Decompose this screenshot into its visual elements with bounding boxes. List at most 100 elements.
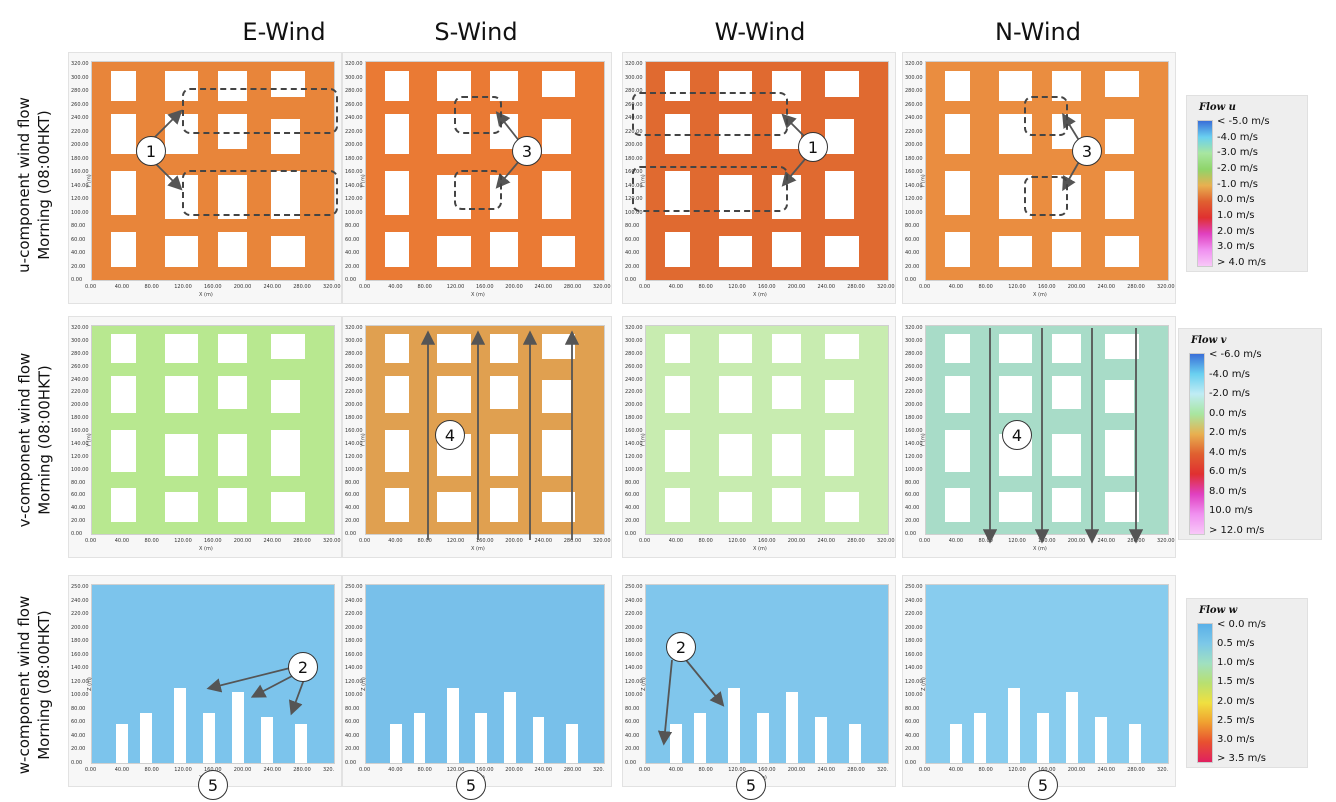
row-label-line2: Morning (08:00HKT) [35,610,53,760]
y-tick-label: 40.00 [905,250,920,256]
y-axis-label: Y (m) [86,433,93,447]
x-tick-label: 40.00 [388,767,403,773]
legend-label: 8.0 m/s [1209,485,1247,497]
y-tick-label: 100.00 [625,209,643,216]
annotation-marker: 4 [1002,420,1032,450]
legend-label: 4.0 m/s [1209,446,1247,458]
panel-v-n-wind: 0.00 40.00 80.00 120.00 160.00 200.00 240.00 28… [902,316,1176,558]
legend-label: 2.0 m/s [1209,427,1247,439]
building-block [542,171,571,219]
building-block [825,492,859,522]
y-tick-label: 100.00 [905,466,923,473]
x-tick-label: 240.00 [263,538,282,544]
x-tick-label: 200.00 [787,538,806,544]
y-axis-label: Y (m) [360,174,367,188]
x-tick-label: 80.00 [144,767,159,773]
y-tick-label: 140.00 [905,440,923,447]
x-tick-label: 160.00 [1038,284,1056,290]
y-tick-label: 140.00 [625,440,643,447]
building-block [1105,70,1139,97]
y-tick-label: 220.00 [345,611,363,618]
y-tick-label: 100.00 [71,209,89,216]
row-label-text: w-component wind flow Morning (08:00HKT) [14,596,54,774]
building-block [164,434,199,476]
legend-label: < -6.0 m/s [1209,349,1262,360]
panel-w-w-wind: 0.00 40.00 80.00 120.00 160.00 200.00 240.00 28… [622,575,896,787]
highlight-box [454,96,502,134]
y-tick-label: 320.00 [905,61,923,67]
y-tick-label: 20.00 [71,263,86,270]
x-tick-label: 320. [323,767,335,773]
y-tick-label: 260.00 [71,363,89,370]
x-tick-label: 80.00 [417,538,432,544]
y-tick-label: 280.00 [905,350,923,357]
building-section [786,691,799,763]
y-tick-label: 140.00 [71,665,89,672]
x-axis-label: X (m) [753,292,767,298]
highlight-box [454,170,502,210]
building-block [825,171,855,219]
x-tick-label: 40.00 [668,767,684,773]
x-tick-label: 80.00 [417,284,432,290]
building-block [489,488,519,522]
building-block [1051,232,1081,267]
y-tick-label: 100.00 [905,209,923,216]
x-tick-label: 120.00 [728,538,746,544]
building-section [261,716,274,763]
x-axis-label: X (m) [471,292,485,298]
y-tick-label: 220.00 [625,389,643,396]
y-tick-label: 140.00 [71,182,89,189]
y-tick-label: 260.00 [905,363,923,370]
y-tick-label: 300.00 [905,337,923,344]
building-block [164,236,199,267]
legend-title: Flow v [1191,335,1227,346]
y-tick-label: 280.00 [345,350,363,357]
y-tick-label: 60.00 [71,492,86,499]
y-tick-label: 0.00 [905,277,917,283]
building-block [111,488,136,522]
building-section [504,691,516,763]
annotation-marker: 2 [288,652,318,682]
x-tick-label: 40.00 [114,767,130,773]
building-block [437,236,471,267]
y-axis-label: Y (m) [86,174,93,188]
x-tick-label: 280.00 [1127,767,1145,773]
x-tick-label: 120.00 [174,284,192,290]
x-tick-label: 240.00 [817,538,836,544]
x-tick-label: 320. [1157,767,1169,773]
x-tick-label: 240.00 [1097,538,1116,544]
y-tick-label: 120.00 [71,196,89,202]
y-tick-label: 180.00 [625,155,643,162]
annotation-marker: 5 [1028,770,1058,800]
building-block [217,114,247,150]
plot-area [925,325,1169,535]
y-tick-label: 220.00 [905,389,923,396]
y-tick-label: 200.00 [345,142,363,148]
y-tick-label: 200.00 [625,402,643,409]
building-block [385,70,409,102]
plot-area [365,584,605,764]
y-tick-label: 300.00 [905,74,923,81]
x-tick-label: 240.00 [534,538,553,544]
building-section [140,713,153,763]
building-block [771,375,801,410]
building-block [385,430,409,472]
building-section [532,716,545,763]
building-block [1105,492,1139,522]
building-block [998,375,1033,414]
highlight-box [182,88,338,134]
y-tick-label: 100.00 [625,692,643,699]
building-section [815,716,828,763]
y-axis-label: Y (m) [360,433,367,447]
x-tick-label: 280.00 [293,538,311,544]
y-tick-label: 220.00 [625,611,643,618]
legend-label: 2.5 m/s [1217,714,1255,726]
annotation-marker: 2 [666,632,696,662]
panel-w-n-wind: 0.00 40.00 80.00 120.00 160.00 200.00 240.00 28… [902,575,1176,787]
x-tick-label: 40.00 [948,538,964,544]
row-label-line2: Morning (08:00HKT) [35,110,54,260]
building-section [475,713,488,763]
building-block [385,334,409,364]
annotation-marker: 4 [435,420,465,450]
y-tick-label: 180.00 [625,638,643,645]
